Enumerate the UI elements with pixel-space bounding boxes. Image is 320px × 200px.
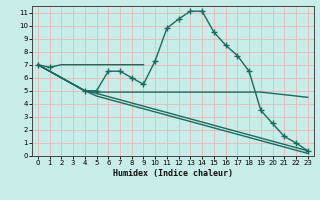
X-axis label: Humidex (Indice chaleur): Humidex (Indice chaleur) (113, 169, 233, 178)
